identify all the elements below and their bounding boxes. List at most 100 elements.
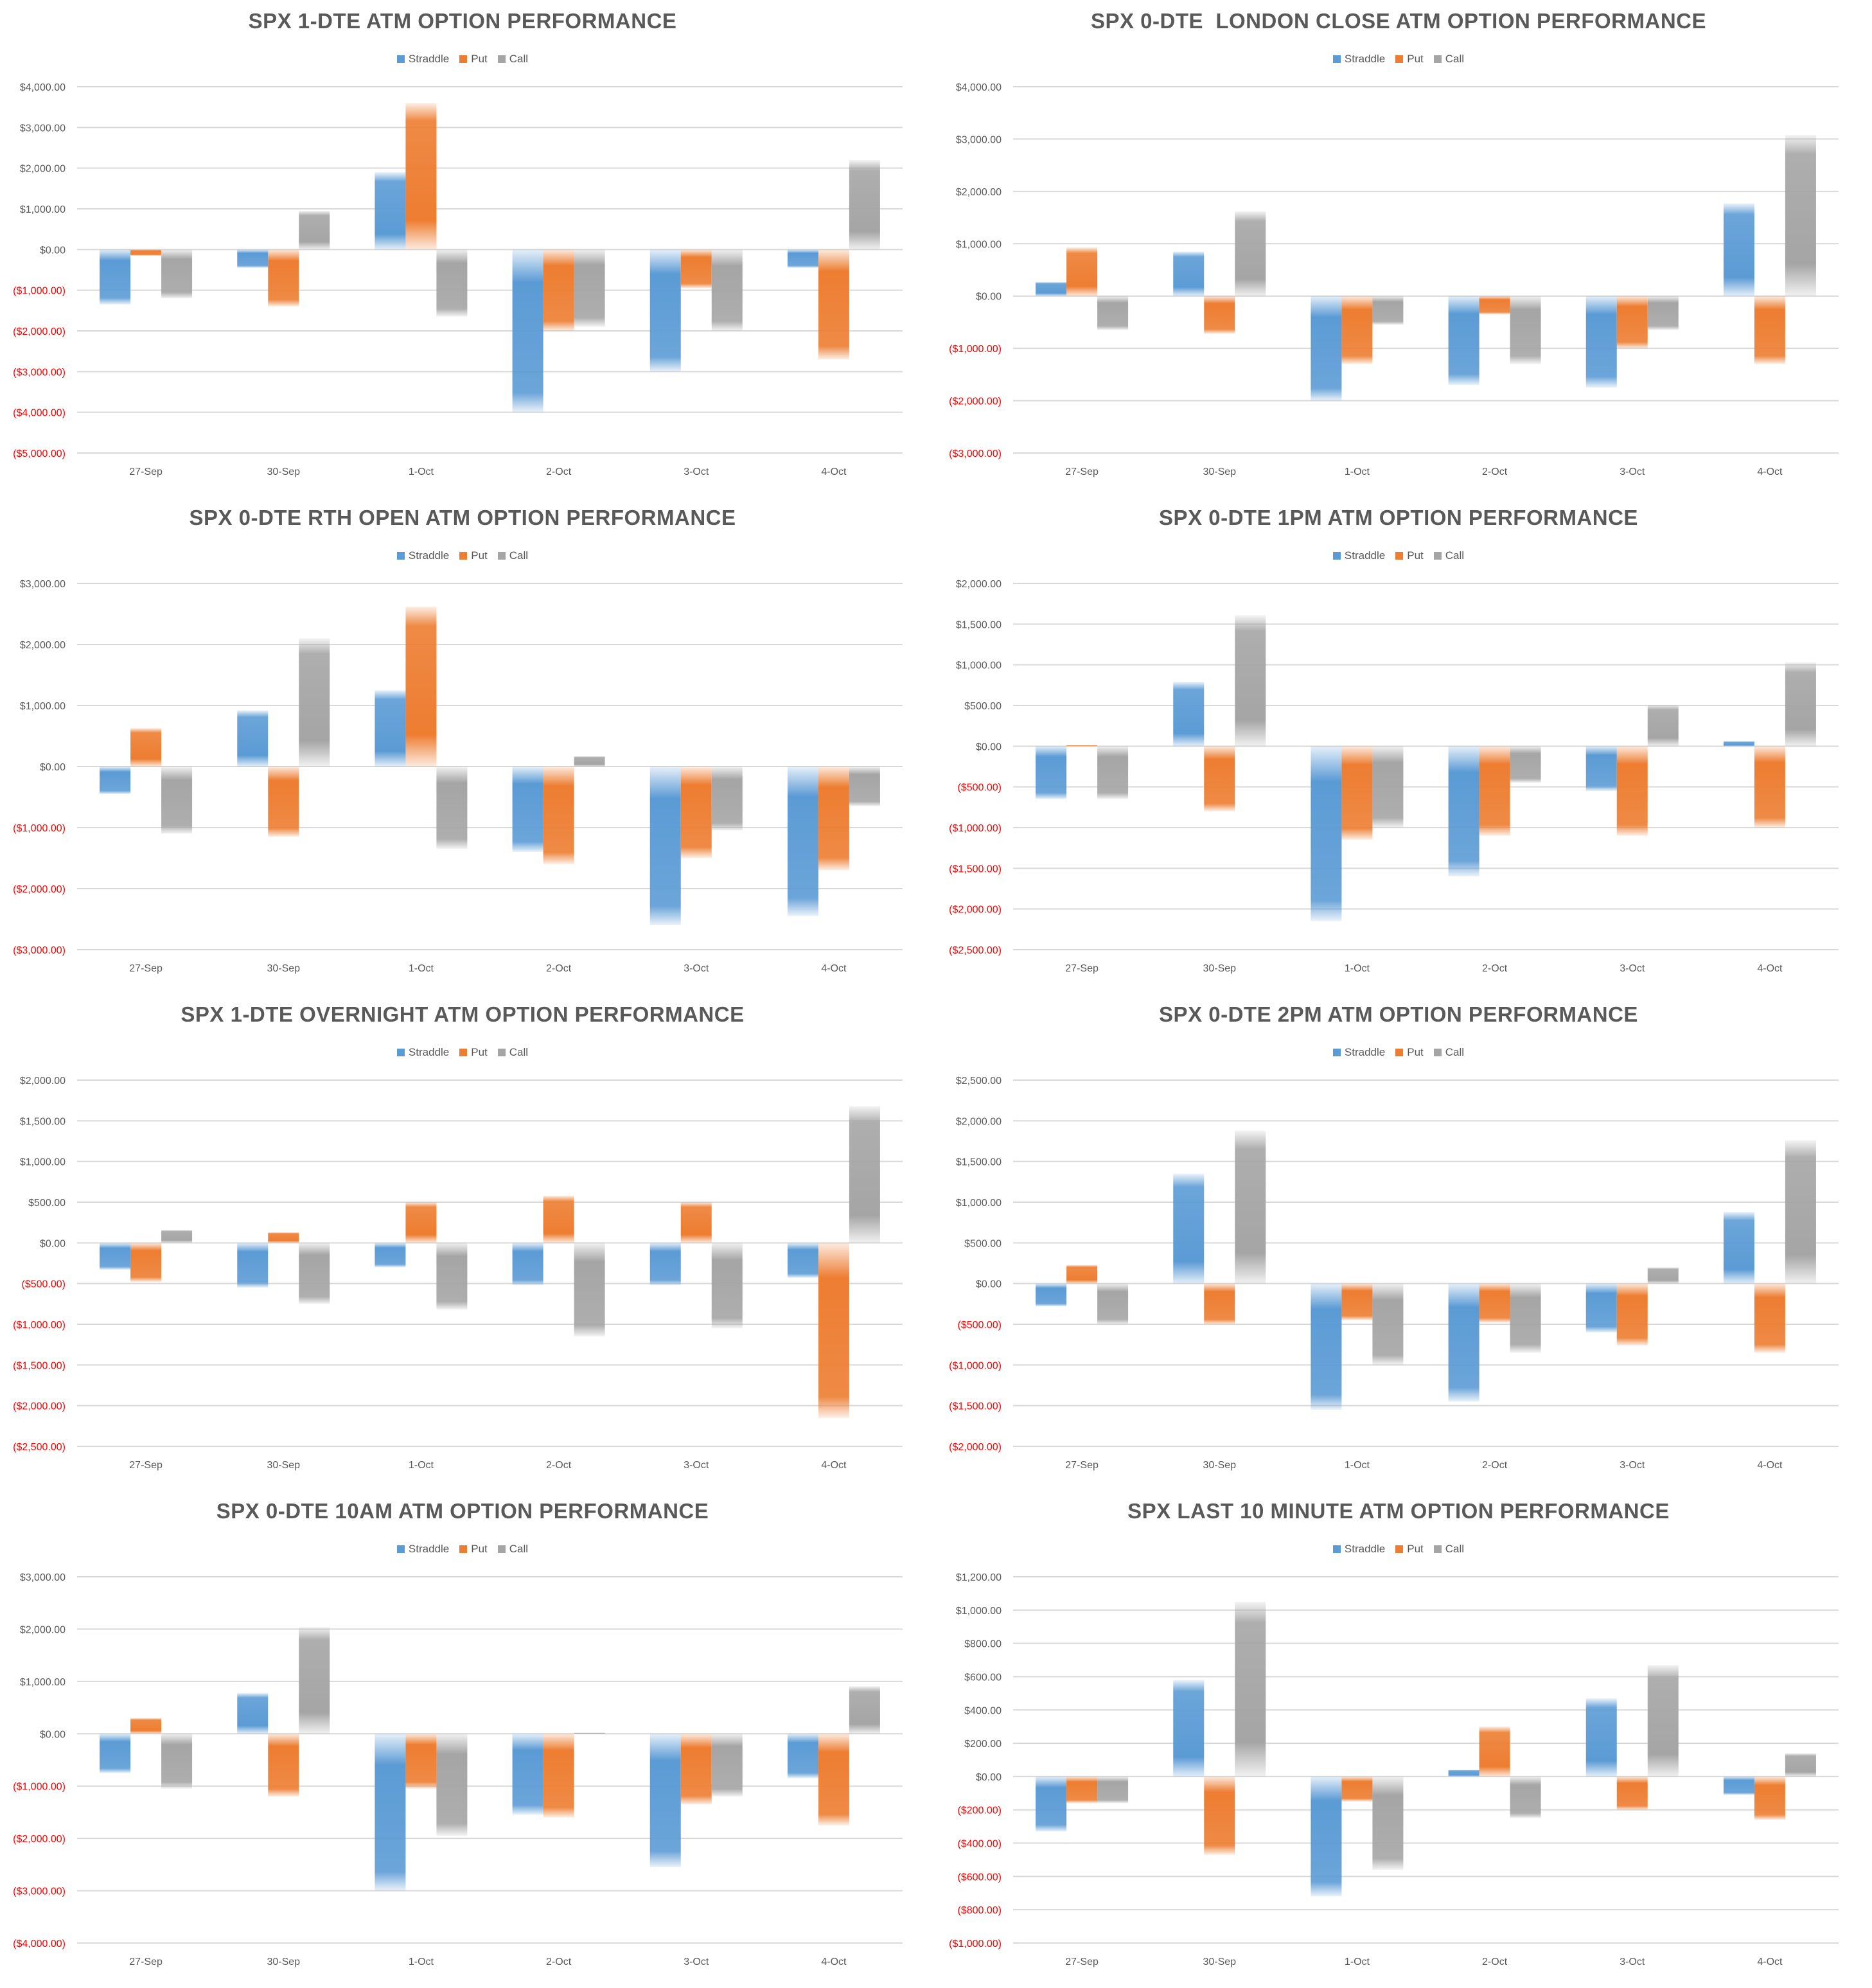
y-tick-label: $0.00 [40, 762, 66, 773]
x-tick-label: 27-Sep [1065, 1957, 1099, 1967]
y-tick-label: $0.00 [40, 245, 66, 256]
legend-swatch [459, 55, 468, 63]
bar-put-30-Sep [268, 1734, 299, 1797]
x-tick-label: 30-Sep [267, 1460, 300, 1471]
y-tick-label: $1,000.00 [956, 239, 1002, 250]
bar-straddle-3-Oct [1585, 1698, 1617, 1777]
x-tick-label: 30-Sep [267, 1957, 300, 1967]
bar-call-27-Sep [161, 767, 193, 834]
y-tick-label: ($600.00) [958, 1872, 1002, 1883]
y-tick-label: ($500.00) [958, 1320, 1002, 1331]
chart-title: SPX 0-DTE 1PM ATM OPTION PERFORMANCE [1159, 506, 1638, 529]
chart-title: SPX LAST 10 MINUTE ATM OPTION PERFORMANC… [1127, 1499, 1670, 1523]
y-tick-label: $600.00 [964, 1672, 1002, 1683]
y-tick-label: ($200.00) [958, 1806, 1002, 1816]
bar-straddle-2-Oct [512, 767, 543, 852]
x-tick-label: 2-Oct [1482, 466, 1508, 477]
chart-panel-4: SPX 0-DTE 1PM ATM OPTION PERFORMANCE Stra… [936, 497, 1872, 993]
legend-item-put: Put [1395, 1046, 1424, 1059]
x-tick-label: 27-Sep [1065, 963, 1099, 974]
chart-panel-2: SPX 0-DTE LONDON CLOSE ATM OPTION PERFOR… [936, 0, 1872, 497]
legend-swatch [497, 1049, 506, 1056]
legend-item-straddle: Straddle [1332, 53, 1386, 66]
bar-put-4-Oct [1754, 296, 1785, 364]
legend-label: Straddle [1344, 1543, 1386, 1555]
bar-call-27-Sep [1097, 746, 1129, 799]
bar-call-3-Oct [1647, 1665, 1679, 1777]
legend-label: Call [1445, 549, 1465, 562]
legend-label: Put [471, 549, 488, 562]
y-tick-label: $1,500.00 [956, 619, 1002, 630]
bar-put-2-Oct [543, 249, 574, 331]
bar-put-4-Oct [1754, 746, 1785, 828]
y-tick-label: ($2,000.00) [13, 884, 66, 895]
y-tick-label: $1,000.00 [20, 204, 66, 215]
x-tick-label: 27-Sep [129, 1957, 163, 1967]
bar-straddle-27-Sep [100, 1734, 131, 1773]
y-tick-label: ($3,000.00) [949, 448, 1002, 459]
bar-call-4-Oct [1785, 1753, 1816, 1777]
y-tick-label: $200.00 [964, 1739, 1002, 1750]
legend-label: Straddle [1344, 53, 1386, 65]
bar-put-3-Oct [680, 767, 712, 858]
legend-item-put: Put [459, 53, 488, 66]
bar-straddle-4-Oct [1723, 741, 1754, 747]
bar-straddle-27-Sep [100, 767, 131, 794]
y-tick-label: ($5,000.00) [13, 448, 66, 459]
x-tick-label: 27-Sep [1065, 466, 1099, 477]
bar-call-2-Oct [574, 756, 605, 767]
bar-put-30-Sep [1204, 1283, 1235, 1324]
x-tick-label: 2-Oct [546, 466, 572, 477]
bar-put-3-Oct [680, 1734, 712, 1805]
bar-call-2-Oct [1510, 296, 1541, 364]
x-tick-label: 1-Oct [1345, 1460, 1370, 1471]
legend-item-call: Call [497, 549, 529, 562]
x-tick-label: 2-Oct [1482, 1460, 1508, 1471]
bar-call-3-Oct [1647, 704, 1679, 747]
bar-call-27-Sep [161, 249, 193, 299]
x-tick-label: 27-Sep [129, 466, 163, 477]
y-tick-label: $1,000.00 [20, 1677, 66, 1688]
y-tick-label: ($3,000.00) [13, 367, 66, 378]
x-tick-label: 3-Oct [1620, 963, 1645, 974]
legend-label: Call [509, 549, 529, 562]
chart-plot: $1,200.00 $1,000.00 $800.00 $600.00 $400.00 $… [949, 1572, 1839, 1967]
bar-call-3-Oct [711, 249, 743, 331]
legend-item-call: Call [1433, 1046, 1464, 1059]
x-tick-label: 3-Oct [1620, 466, 1645, 477]
bar-straddle-3-Oct [1585, 746, 1617, 791]
bar-call-27-Sep [1097, 1283, 1129, 1324]
y-tick-label: $800.00 [964, 1639, 1002, 1650]
bar-straddle-30-Sep [1173, 251, 1205, 296]
legend-item-call: Call [497, 53, 528, 66]
bar-put-3-Oct [1616, 1283, 1648, 1345]
bar-call-3-Oct [711, 1243, 743, 1329]
legend-swatch [459, 552, 468, 560]
x-tick-label: 4-Oct [1757, 1957, 1783, 1967]
x-tick-label: 30-Sep [1203, 963, 1236, 974]
y-tick-label: ($2,000.00) [13, 1401, 66, 1412]
y-tick-label: ($500.00) [958, 783, 1002, 794]
bar-put-2-Oct [1479, 1726, 1510, 1777]
bar-put-27-Sep [1066, 1265, 1098, 1284]
bar-put-27-Sep [130, 1717, 162, 1734]
bar-put-30-Sep [268, 1232, 299, 1243]
bar-put-4-Oct [818, 1243, 849, 1418]
chart-title: SPX 0-DTE RTH OPEN ATM OPTION PERFORMANC… [189, 506, 736, 529]
y-tick-label: $500.00 [964, 701, 1002, 712]
x-tick-label: 4-Oct [821, 1957, 847, 1967]
legend-label: Put [1407, 53, 1424, 65]
bar-put-27-Sep [130, 249, 162, 256]
bar-put-1-Oct [405, 1734, 437, 1789]
legend-swatch [1395, 1545, 1404, 1553]
bar-call-3-Oct [711, 1734, 743, 1797]
bar-put-30-Sep [268, 767, 299, 837]
y-tick-label: ($1,000.00) [13, 1320, 66, 1331]
bar-put-3-Oct [1616, 1776, 1648, 1810]
legend-swatch [1332, 1545, 1341, 1553]
x-tick-label: 30-Sep [1203, 466, 1236, 477]
y-tick-label: ($1,000.00) [13, 823, 66, 834]
x-tick-label: 4-Oct [1757, 466, 1783, 477]
chart-panel-3: SPX 0-DTE RTH OPEN ATM OPTION PERFORMANC… [0, 497, 936, 993]
legend-item-call: Call [1433, 53, 1464, 66]
